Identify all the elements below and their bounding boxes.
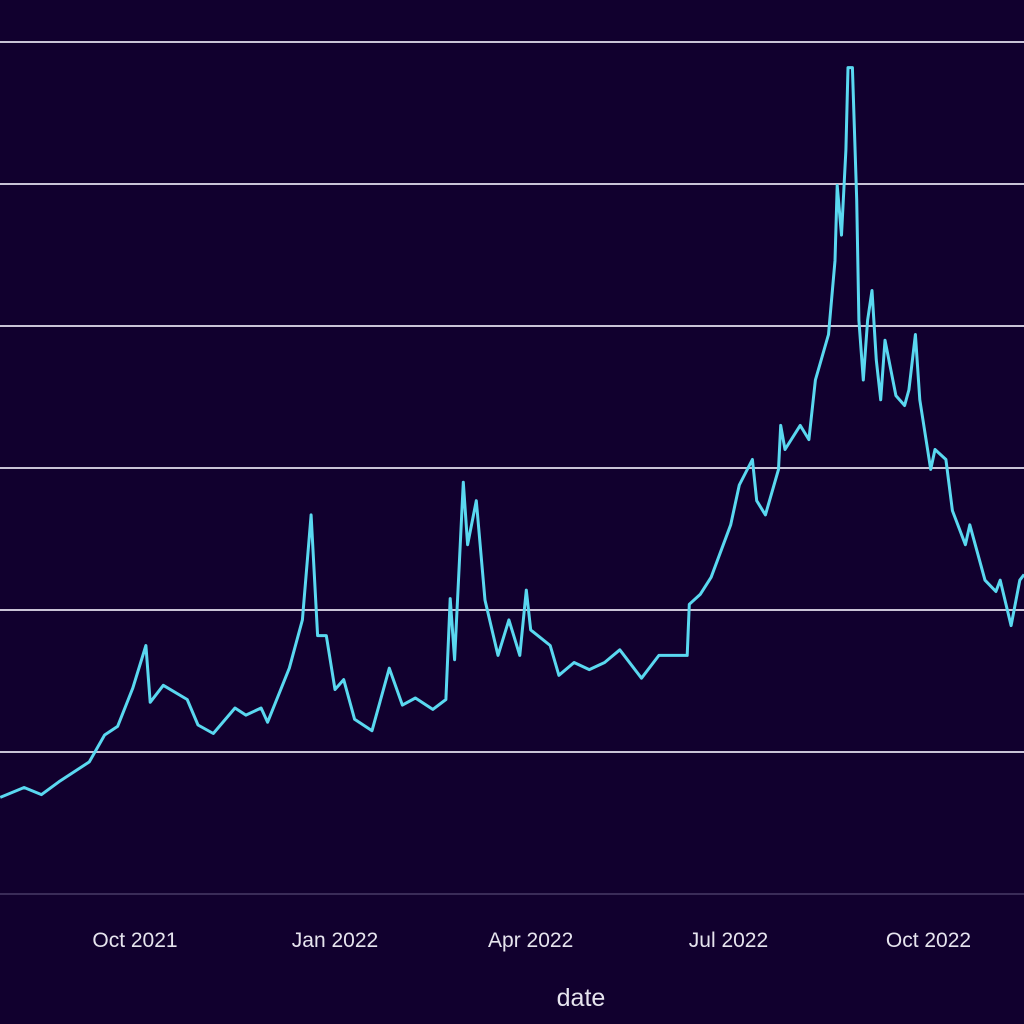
x-axis-label: date xyxy=(557,984,606,1012)
x-tick-label: Jan 2022 xyxy=(292,929,378,952)
x-axis-ticks: Oct 2021 Jan 2022 Apr 2022 Jul 2022 Oct 2022 xyxy=(92,929,971,952)
x-tick-label: Apr 2022 xyxy=(488,929,573,952)
x-tick-label: Jul 2022 xyxy=(689,929,768,952)
series-layer xyxy=(0,66,1024,799)
series-line xyxy=(0,66,1024,799)
x-tick-label: Oct 2021 xyxy=(92,929,177,952)
x-tick-label: Oct 2022 xyxy=(886,929,971,952)
gridlines xyxy=(0,41,1024,895)
